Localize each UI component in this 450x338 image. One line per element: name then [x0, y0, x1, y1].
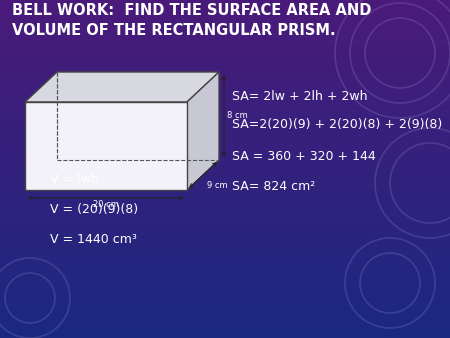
- Bar: [0, 155, 450, 161]
- Bar: [0, 168, 450, 173]
- Text: BELL WORK:  FIND THE SURFACE AREA AND: BELL WORK: FIND THE SURFACE AREA AND: [12, 3, 371, 18]
- Polygon shape: [25, 102, 187, 190]
- Bar: [0, 274, 450, 279]
- Text: SA= 824 cm²: SA= 824 cm²: [232, 180, 315, 193]
- Bar: [0, 122, 450, 127]
- Bar: [0, 320, 450, 325]
- Bar: [0, 181, 450, 186]
- Bar: [0, 333, 450, 338]
- Bar: [0, 12, 450, 17]
- Bar: [0, 79, 450, 84]
- Bar: [0, 130, 450, 135]
- Text: SA= 2lw + 2lh + 2wh: SA= 2lw + 2lh + 2wh: [232, 90, 368, 103]
- Bar: [0, 0, 450, 4]
- Text: V = lwh: V = lwh: [50, 173, 99, 186]
- Bar: [0, 206, 450, 211]
- Bar: [0, 88, 450, 93]
- Text: VOLUME OF THE RECTANGULAR PRISM.: VOLUME OF THE RECTANGULAR PRISM.: [12, 23, 336, 38]
- Bar: [0, 282, 450, 287]
- Bar: [0, 41, 450, 47]
- Bar: [0, 219, 450, 224]
- Polygon shape: [187, 72, 219, 190]
- Bar: [0, 176, 450, 182]
- Bar: [0, 83, 450, 89]
- Bar: [0, 303, 450, 308]
- Bar: [0, 46, 450, 51]
- Text: SA = 360 + 320 + 144: SA = 360 + 320 + 144: [232, 150, 376, 163]
- Bar: [0, 109, 450, 114]
- Bar: [0, 58, 450, 64]
- Text: 20 cm: 20 cm: [93, 200, 119, 209]
- Bar: [0, 252, 450, 258]
- Bar: [0, 105, 450, 110]
- Bar: [0, 29, 450, 34]
- Bar: [0, 172, 450, 177]
- Bar: [0, 291, 450, 296]
- Bar: [0, 126, 450, 131]
- Bar: [0, 63, 450, 68]
- Bar: [0, 134, 450, 139]
- Bar: [0, 324, 450, 330]
- Bar: [0, 164, 450, 169]
- Bar: [0, 92, 450, 97]
- Bar: [0, 248, 450, 254]
- Bar: [0, 20, 450, 25]
- Bar: [0, 269, 450, 274]
- Bar: [0, 312, 450, 317]
- Bar: [0, 96, 450, 101]
- Bar: [0, 185, 450, 190]
- Bar: [0, 160, 450, 165]
- Bar: [0, 210, 450, 216]
- Bar: [0, 240, 450, 245]
- Bar: [0, 329, 450, 334]
- Bar: [0, 295, 450, 300]
- Text: 9 cm: 9 cm: [207, 181, 228, 190]
- Bar: [0, 3, 450, 8]
- Text: V = 1440 cm³: V = 1440 cm³: [50, 233, 137, 246]
- Bar: [0, 193, 450, 198]
- Bar: [0, 316, 450, 321]
- Bar: [0, 278, 450, 283]
- Bar: [0, 257, 450, 262]
- Bar: [0, 50, 450, 55]
- Bar: [0, 215, 450, 220]
- Bar: [0, 67, 450, 72]
- Bar: [0, 151, 450, 156]
- Bar: [0, 75, 450, 80]
- Bar: [0, 265, 450, 270]
- Polygon shape: [25, 72, 219, 102]
- Bar: [0, 33, 450, 38]
- Bar: [0, 117, 450, 122]
- Bar: [0, 244, 450, 249]
- Bar: [0, 236, 450, 241]
- Bar: [0, 189, 450, 194]
- Text: 8 cm: 8 cm: [227, 112, 248, 121]
- Bar: [0, 299, 450, 304]
- Text: SA=2(20)(9) + 2(20)(8) + 2(9)(8): SA=2(20)(9) + 2(20)(8) + 2(9)(8): [232, 118, 442, 131]
- Bar: [0, 198, 450, 203]
- Bar: [0, 16, 450, 21]
- Bar: [0, 113, 450, 118]
- Bar: [0, 232, 450, 237]
- Bar: [0, 24, 450, 30]
- Bar: [0, 227, 450, 233]
- Bar: [0, 37, 450, 42]
- Bar: [0, 139, 450, 144]
- Bar: [0, 71, 450, 76]
- Bar: [0, 261, 450, 266]
- Bar: [0, 147, 450, 152]
- Text: V = (20)(9)(8): V = (20)(9)(8): [50, 203, 138, 216]
- Bar: [0, 100, 450, 105]
- Bar: [0, 223, 450, 228]
- Bar: [0, 143, 450, 148]
- Bar: [0, 308, 450, 313]
- Bar: [0, 7, 450, 13]
- Bar: [0, 54, 450, 59]
- Bar: [0, 202, 450, 207]
- Bar: [0, 286, 450, 291]
